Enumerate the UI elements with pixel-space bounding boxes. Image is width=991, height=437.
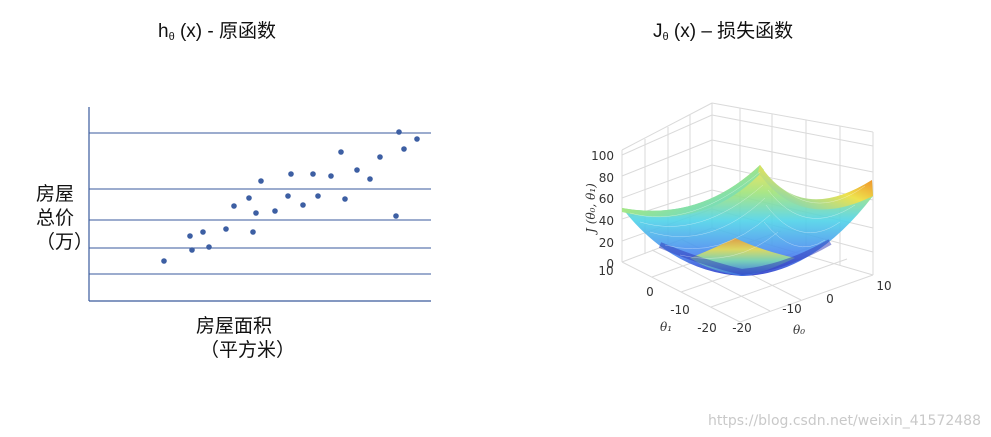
scatter-point xyxy=(328,173,334,179)
scatter-point xyxy=(285,193,291,199)
scatter-point xyxy=(253,210,259,216)
scatter-point xyxy=(342,196,348,202)
theta0-axis-label: θ₀ xyxy=(793,323,805,337)
surface-minimum xyxy=(658,239,832,276)
tick-label: -20 xyxy=(697,321,717,335)
right-panel-title: Jθ (x) – 损失函数 xyxy=(653,21,794,43)
tick-label: 0 xyxy=(646,285,654,299)
tick-label: 0 xyxy=(606,257,614,271)
scatter-point xyxy=(206,244,212,250)
scatter-point xyxy=(223,226,229,232)
tick-label: 0 xyxy=(826,292,834,306)
scatter-point xyxy=(288,171,294,177)
tick-label: 20 xyxy=(599,236,614,250)
theta1-axis-label: θ₁ xyxy=(660,320,672,334)
tick-label: 100 xyxy=(591,149,614,163)
scatter-point xyxy=(246,195,252,201)
tick-label: 10 xyxy=(876,279,891,293)
scatter-plot xyxy=(88,107,431,302)
scatter-point xyxy=(393,213,399,219)
theta1-tick-labels: 10 0 -10 -20 xyxy=(598,264,716,335)
surface-edge xyxy=(622,165,764,217)
z-axis-label: J (θ₀, θ₁) xyxy=(584,183,598,236)
scatter-point xyxy=(367,176,373,182)
z-tick-labels: 100 80 60 40 20 0 xyxy=(591,149,614,271)
scatter-points xyxy=(161,129,420,264)
scatter-point xyxy=(396,129,402,135)
scatter-point xyxy=(187,233,193,239)
y-axis-label: 房屋 总价 （万） xyxy=(36,184,94,253)
surface-edge xyxy=(758,165,873,210)
scatter-point xyxy=(310,171,316,177)
theta0-tick-labels: -20 -10 0 10 xyxy=(732,279,891,335)
scatter-point xyxy=(200,229,206,235)
scatter-point xyxy=(250,229,256,235)
left-panel-title: hθ (x) - 原函数 xyxy=(158,21,277,43)
scatter-point xyxy=(354,167,360,173)
scatter-point xyxy=(414,136,420,142)
tick-label: 60 xyxy=(599,192,614,206)
scatter-point xyxy=(315,193,321,199)
scatter-point xyxy=(272,208,278,214)
tick-label: 10 xyxy=(598,264,613,278)
tick-label: -20 xyxy=(732,321,752,335)
scatter-point xyxy=(401,146,407,152)
scatter-point xyxy=(231,203,237,209)
scatter-point xyxy=(300,202,306,208)
watermark: https://blog.csdn.net/weixin_41572488 xyxy=(707,413,981,429)
scatter-point xyxy=(161,258,167,264)
tick-label: 40 xyxy=(599,214,614,228)
tick-label: -10 xyxy=(670,303,690,317)
scatter-point xyxy=(338,149,344,155)
surface-mesh xyxy=(629,171,866,259)
tick-label: 80 xyxy=(599,171,614,185)
x-axis-label: 房屋面积 （平方米） xyxy=(196,316,296,361)
scatter-point xyxy=(377,154,383,160)
tick-label: -10 xyxy=(782,302,802,316)
scatter-point xyxy=(258,178,264,184)
scatter-point xyxy=(189,247,195,253)
